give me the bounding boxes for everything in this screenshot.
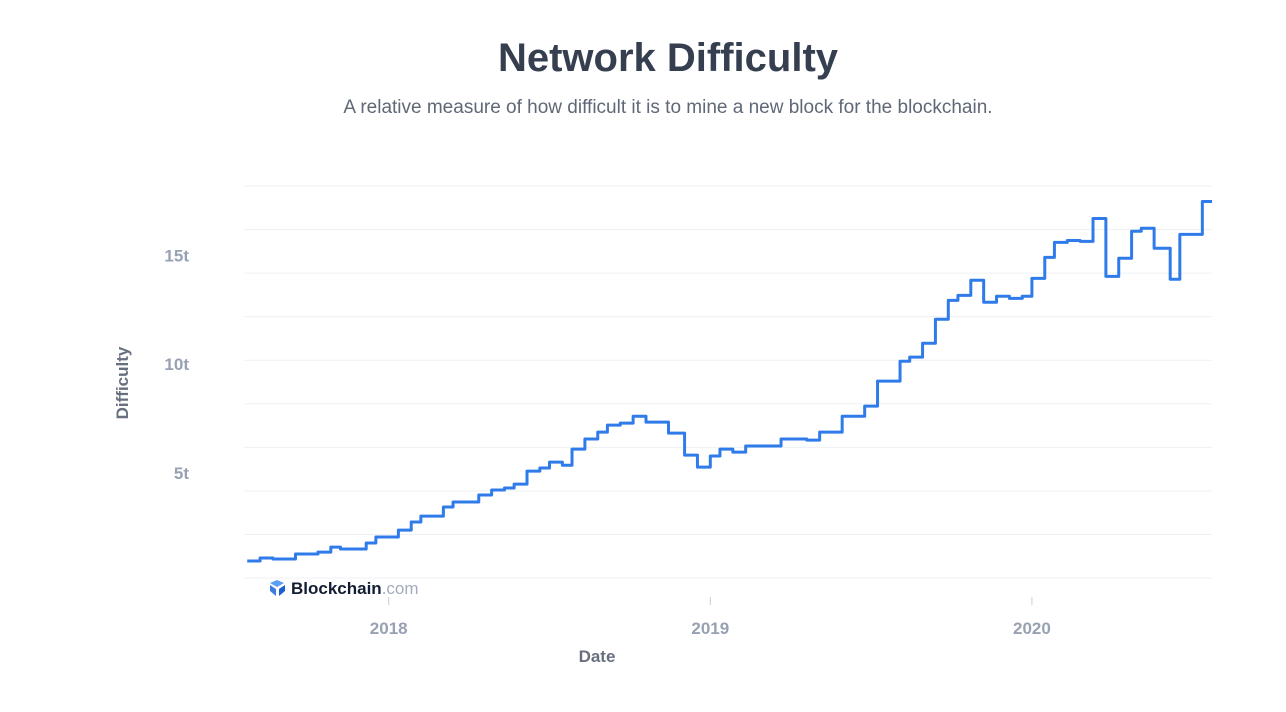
x-tick-label: 2019 [691, 619, 729, 638]
y-tick-label: 15t [164, 246, 189, 265]
watermark-brand: Blockchain [291, 579, 382, 598]
y-tick-label: 5t [174, 464, 189, 483]
y-axis-label: Difficulty [113, 346, 132, 419]
x-tick-label: 2020 [1013, 619, 1051, 638]
chart-subtitle: A relative measure of how difficult it i… [343, 97, 993, 118]
x-axis-label: Date [579, 647, 616, 666]
blockchain-cube-icon [270, 580, 285, 596]
blockchain-logo: Blockchain.com [270, 579, 419, 598]
chart-title: Network Difficulty [497, 36, 839, 80]
svg-text:Blockchain.com: Blockchain.com [291, 579, 419, 598]
x-tick-label: 2018 [370, 619, 408, 638]
difficulty-line [247, 199, 1212, 563]
watermark-suffix: .com [382, 579, 419, 598]
y-tick-label: 10t [164, 355, 189, 374]
